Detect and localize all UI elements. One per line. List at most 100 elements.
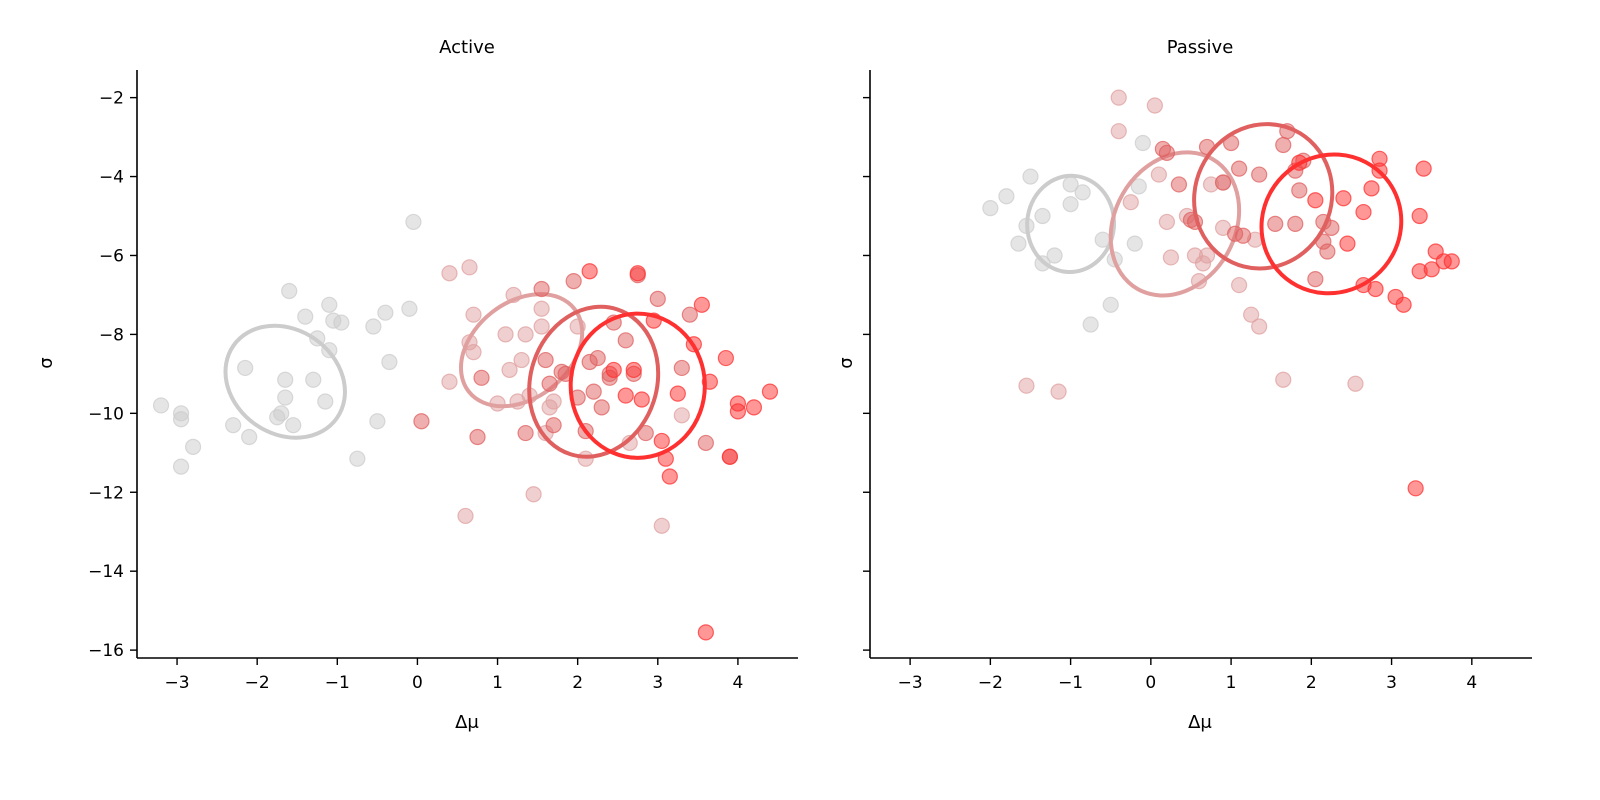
- data-point: [321, 296, 338, 313]
- data-point: [669, 385, 686, 402]
- data-point: [473, 369, 490, 386]
- data-point: [1347, 375, 1364, 392]
- y-tick-label-active: −10: [88, 404, 124, 424]
- data-point: [369, 413, 386, 430]
- y-tick-label-active: −16: [88, 641, 124, 661]
- y-axis-label-active: σ: [36, 357, 57, 368]
- data-point: [277, 371, 294, 388]
- data-point: [1251, 318, 1268, 335]
- confidence-ellipse: [1108, 150, 1242, 298]
- x-axis-label-active: Δμ: [455, 712, 479, 733]
- data-point: [1214, 174, 1232, 191]
- data-point: [1170, 176, 1188, 193]
- y-tick-label-active: −6: [99, 246, 124, 266]
- data-point: [1243, 306, 1260, 323]
- x-tick-label-passive: 2: [1306, 673, 1317, 693]
- data-point: [365, 318, 382, 335]
- y-tick-label-active: −8: [99, 325, 124, 345]
- data-point: [241, 428, 258, 446]
- series-active-1: [441, 259, 690, 534]
- data-point: [661, 468, 678, 485]
- data-point: [441, 373, 458, 390]
- data-point: [1034, 207, 1051, 225]
- data-point: [593, 399, 610, 416]
- data-point: [1198, 247, 1216, 264]
- data-point: [1335, 190, 1352, 207]
- data-point: [1235, 227, 1252, 244]
- data-point: [673, 359, 690, 377]
- data-point: [1146, 97, 1163, 114]
- confidence-ellipse: [1259, 152, 1404, 296]
- data-point: [653, 432, 670, 450]
- data-point: [273, 405, 290, 422]
- y-tick-label-active: −12: [88, 483, 124, 503]
- data-point: [1022, 168, 1039, 185]
- data-point: [285, 417, 302, 434]
- data-point: [349, 450, 366, 467]
- panel-passive: Passive Δμ σ −3 −2 −1 0 1 2 3 4: [836, 37, 1532, 733]
- series-passive-0: [982, 134, 1151, 333]
- x-tick-label-passive: 3: [1386, 673, 1397, 693]
- data-point: [745, 399, 763, 416]
- series-passive-3: [1259, 150, 1460, 497]
- data-point: [693, 296, 710, 313]
- data-point: [1415, 160, 1432, 177]
- data-point: [401, 300, 418, 317]
- data-point: [761, 383, 779, 400]
- data-point: [533, 318, 550, 335]
- x-axis-label-passive: Δμ: [1188, 712, 1212, 733]
- data-point: [461, 259, 478, 276]
- data-point: [172, 411, 190, 428]
- data-point: [465, 344, 482, 361]
- x-tick-label-active: 3: [652, 673, 663, 693]
- y-tick-label-active: −14: [88, 562, 124, 582]
- confidence-ellipse: [568, 311, 707, 460]
- panel-title-active: Active: [439, 37, 495, 58]
- data-point: [441, 265, 458, 282]
- x-tick-label-active: 0: [412, 673, 423, 693]
- data-point: [184, 438, 202, 455]
- data-point: [649, 290, 666, 307]
- data-point: [717, 349, 734, 367]
- data-point: [513, 351, 530, 369]
- data-point: [1423, 261, 1440, 278]
- data-point: [225, 417, 242, 434]
- data-point: [581, 263, 598, 280]
- data-point: [1062, 196, 1079, 213]
- data-point: [1367, 280, 1384, 298]
- data-point: [1162, 249, 1180, 266]
- data-point: [1275, 371, 1292, 388]
- y-axis-label-passive: σ: [836, 357, 857, 368]
- data-point: [1319, 243, 1336, 260]
- data-point: [541, 375, 558, 392]
- data-point: [681, 306, 698, 323]
- data-point: [525, 486, 542, 503]
- data-point: [589, 349, 606, 367]
- data-point: [545, 417, 562, 434]
- data-point: [1150, 166, 1167, 183]
- data-point: [381, 353, 398, 371]
- data-point: [1307, 271, 1324, 288]
- data-point: [517, 424, 534, 442]
- series-active-3: [568, 263, 779, 641]
- data-point: [729, 395, 747, 412]
- data-point: [172, 458, 190, 475]
- x-tick-label-active: −2: [245, 673, 270, 693]
- data-point: [377, 304, 394, 321]
- data-point: [1050, 383, 1067, 400]
- data-point: [1363, 180, 1380, 197]
- data-point: [565, 273, 582, 290]
- x-tick-label-passive: −2: [978, 673, 1003, 693]
- confidence-ellipse: [223, 323, 347, 440]
- data-point: [1134, 134, 1151, 152]
- data-point: [697, 434, 714, 452]
- data-point: [1251, 166, 1268, 183]
- data-point: [1102, 296, 1119, 313]
- data-point: [1122, 194, 1139, 211]
- data-point: [1082, 316, 1099, 333]
- data-point: [545, 393, 562, 410]
- series-passive-2: [1154, 122, 1340, 288]
- data-point: [1018, 377, 1035, 394]
- data-point: [469, 428, 486, 446]
- data-point: [633, 391, 650, 408]
